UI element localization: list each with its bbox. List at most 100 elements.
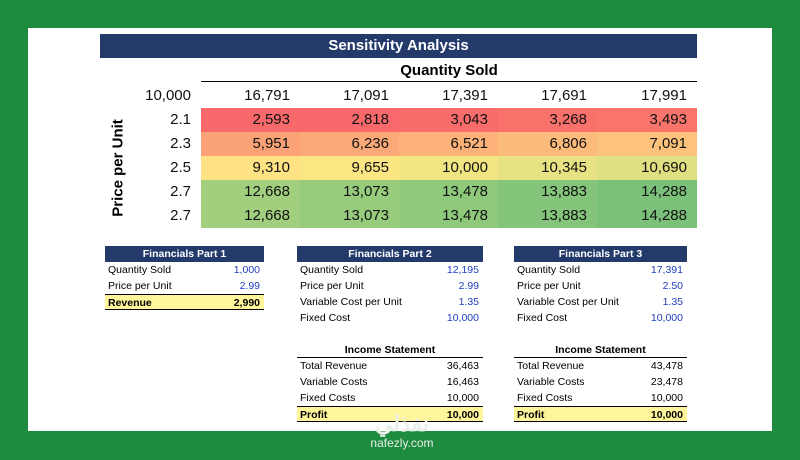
financials-part1-table: Financials Part 1 Quantity Sold 1,000 Pr… [105, 246, 264, 310]
row-label: Variable Cost per Unit [300, 296, 402, 308]
table-row: Variable Costs 16,463 [297, 374, 483, 390]
row-value: 2.50 [662, 280, 683, 292]
table-row: Price per Unit 2.99 [105, 278, 264, 294]
row-label: Revenue [108, 297, 152, 309]
watermark-url: nafezly.com [370, 436, 434, 450]
row-value: 1.35 [458, 296, 479, 308]
price-row-label: 2.7 [170, 207, 191, 224]
row-label: Quantity Sold [108, 264, 172, 276]
row-label: Profit [300, 409, 328, 421]
profit-cell: 10,345 [498, 156, 597, 180]
watermark-logo: نفذلي nafezly.com [352, 411, 452, 451]
financials-part2-table: Financials Part 2 Quantity Sold 12,195 P… [297, 246, 483, 326]
row-value: 10,000 [650, 409, 683, 421]
row-value: 2.99 [239, 280, 260, 292]
table-row: Quantity Sold 17,391 [514, 262, 687, 278]
column-header: 17,091 [343, 87, 389, 104]
grid-row: 2.7 12,668 13,073 13,478 13,883 14,288 [100, 204, 697, 228]
income-statement-3: Income Statement Total Revenue 43,478 Va… [514, 342, 687, 422]
table-row: Quantity Sold 12,195 [297, 262, 483, 278]
corner-value: 10,000 [145, 87, 191, 104]
profit-cell: 6,236 [300, 132, 399, 156]
row-value: 23,478 [650, 376, 683, 388]
profit-cell: 5,951 [201, 132, 300, 156]
profit-cell: 2,818 [300, 108, 399, 132]
row-value: 36,463 [446, 360, 479, 372]
profit-cell: 14,288 [597, 204, 697, 228]
grid-row: 2.5 9,310 9,655 10,000 10,345 10,690 [100, 156, 697, 180]
row-label: Variable Costs [517, 376, 585, 388]
row-label: Price per Unit [517, 280, 581, 292]
table-row: Variable Cost per Unit 1.35 [514, 294, 687, 310]
row-value: 1,000 [233, 264, 260, 276]
row-value: 10,000 [446, 409, 479, 421]
quantity-sold-label: Quantity Sold [201, 60, 697, 82]
profit-cell: 10,000 [399, 156, 498, 180]
profit-cell: 13,073 [300, 180, 399, 204]
row-value: 1.35 [662, 296, 683, 308]
column-header: 17,391 [442, 87, 488, 104]
row-label: Price per Unit [108, 280, 172, 292]
spreadsheet-sheet [28, 28, 772, 431]
profit-cell: 7,091 [597, 132, 697, 156]
profit-total-row: Profit 10,000 [514, 406, 687, 422]
profit-cell: 10,690 [597, 156, 697, 180]
row-label: Quantity Sold [300, 264, 364, 276]
sensitivity-title: Sensitivity Analysis [100, 34, 697, 58]
profit-cell: 13,073 [300, 204, 399, 228]
row-label: Total Revenue [300, 360, 368, 372]
row-label: Fixed Cost [517, 312, 568, 324]
financials-part2-header: Financials Part 2 [297, 246, 483, 262]
column-header: 17,991 [641, 87, 687, 104]
profit-cell: 9,655 [300, 156, 399, 180]
row-value: 2.99 [458, 280, 479, 292]
column-header: 17,691 [541, 87, 587, 104]
profit-total-row: Profit 10,000 [297, 406, 483, 422]
row-value: 10,000 [650, 392, 683, 404]
financials-part3-table: Financials Part 3 Quantity Sold 17,391 P… [514, 246, 687, 326]
table-row: Fixed Costs 10,000 [514, 390, 687, 406]
profit-cell: 13,883 [498, 204, 597, 228]
row-label: Fixed Costs [517, 392, 573, 404]
price-row-label: 2.1 [170, 111, 191, 128]
row-value: 2,990 [233, 297, 260, 309]
income-statement-header: Income Statement [297, 342, 483, 358]
price-row-label: 2.5 [170, 159, 191, 176]
profit-cell: 2,593 [201, 108, 300, 132]
profit-cell: 13,478 [399, 180, 498, 204]
grid-header-row: 10,000 16,791 17,091 17,391 17,691 17,99… [100, 84, 697, 108]
table-row: Price per Unit 2.50 [514, 278, 687, 294]
row-label: Variable Costs [300, 376, 368, 388]
profit-cell: 6,521 [399, 132, 498, 156]
profit-cell: 12,668 [201, 204, 300, 228]
table-row: Total Revenue 36,463 [297, 358, 483, 374]
row-value: 10,000 [446, 312, 479, 324]
grid-row: 2.7 12,668 13,073 13,478 13,883 14,288 [100, 180, 697, 204]
row-value: 43,478 [650, 360, 683, 372]
revenue-total-row: Revenue 2,990 [105, 294, 264, 310]
table-row: Variable Cost per Unit 1.35 [297, 294, 483, 310]
table-row: Fixed Cost 10,000 [297, 310, 483, 326]
table-row: Variable Costs 23,478 [514, 374, 687, 390]
financials-part3-header: Financials Part 3 [514, 246, 687, 262]
profit-cell: 6,806 [498, 132, 597, 156]
row-value: 10,000 [650, 312, 683, 324]
table-row: Quantity Sold 1,000 [105, 262, 264, 278]
row-label: Total Revenue [517, 360, 585, 372]
row-label: Fixed Costs [300, 392, 356, 404]
grid-row: 2.1 2,593 2,818 3,043 3,268 3,493 [100, 108, 697, 132]
profit-cell: 3,043 [399, 108, 498, 132]
grid-row: 2.3 5,951 6,236 6,521 6,806 7,091 [100, 132, 697, 156]
row-label: Quantity Sold [517, 264, 581, 276]
table-row: Total Revenue 43,478 [514, 358, 687, 374]
profit-cell: 9,310 [201, 156, 300, 180]
watermark-arabic: نفذلي [375, 411, 429, 436]
profit-cell: 3,493 [597, 108, 697, 132]
income-statement-header: Income Statement [514, 342, 687, 358]
profit-cell: 13,883 [498, 180, 597, 204]
price-row-label: 2.7 [170, 183, 191, 200]
column-header: 16,791 [244, 87, 290, 104]
row-value: 10,000 [446, 392, 479, 404]
financials-part1-header: Financials Part 1 [105, 246, 264, 262]
table-row: Price per Unit 2.99 [297, 278, 483, 294]
